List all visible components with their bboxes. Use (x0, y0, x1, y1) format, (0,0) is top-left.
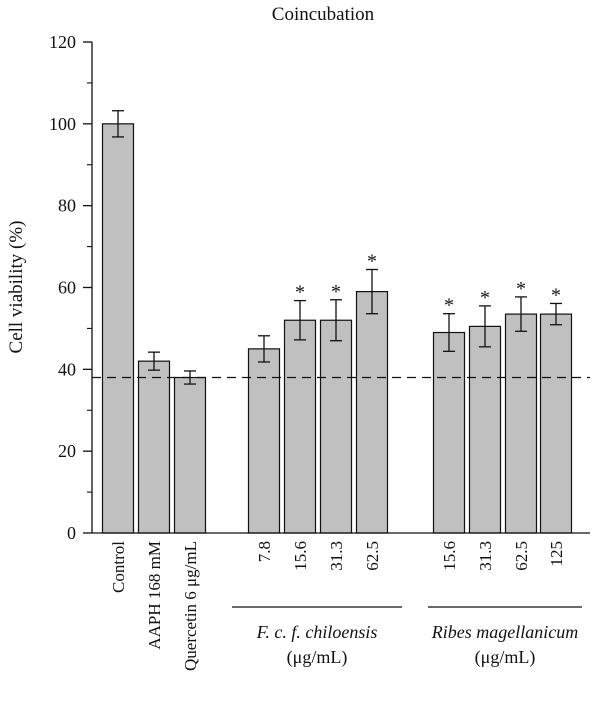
group-unit-label: (μg/mL) (475, 647, 536, 668)
y-tick-label: 40 (58, 359, 76, 379)
x-axis-labels: Control AAPH 168 mM Quercetin 6 μg/mL 7.8 15… (109, 541, 566, 671)
x-tick-label: Control (109, 541, 128, 593)
y-tick-label: 80 (58, 196, 76, 216)
significance-marker: * (444, 295, 454, 317)
bar (504, 313, 538, 534)
x-tick-label: 31.3 (327, 541, 346, 571)
bar (137, 360, 171, 534)
y-axis: 0 20 40 60 80 100 120 (49, 32, 93, 543)
x-tick-label: 15.6 (440, 541, 459, 571)
y-tick-label: 100 (49, 114, 76, 134)
x-tick-label: 31.3 (476, 541, 495, 571)
y-tick-label: 20 (58, 441, 76, 461)
chart-title: Coincubation (272, 4, 375, 25)
group-label: F. c. f. chiloensis (256, 622, 378, 642)
x-tick-label: 62.5 (512, 541, 531, 571)
significance-marker: * (480, 287, 490, 309)
x-tick-label: AAPH 168 mM (145, 541, 164, 650)
group-labels: F. c. f. chiloensis (μg/mL) Ribes magellan… (232, 606, 582, 668)
bars: * * * * * * * (92, 110, 590, 534)
bar (247, 348, 281, 534)
y-tick-label: 120 (49, 32, 76, 52)
bar (539, 313, 573, 534)
bar (468, 325, 502, 534)
x-tick-label: 62.5 (363, 541, 382, 571)
significance-marker: * (516, 278, 526, 300)
significance-marker: * (295, 282, 305, 304)
x-tick-label: 15.6 (291, 541, 310, 571)
bar (432, 331, 466, 534)
x-tick-label: 7.8 (255, 541, 274, 562)
significance-marker: * (331, 281, 341, 303)
bar (283, 319, 317, 534)
y-tick-label: 0 (67, 523, 76, 543)
bar (173, 376, 207, 534)
bar (355, 290, 389, 534)
y-axis-title: Cell viability (%) (6, 221, 27, 354)
x-tick-label: Quercetin 6 μg/mL (181, 541, 200, 671)
significance-marker: * (551, 284, 561, 306)
x-tick-label: 125 (547, 541, 566, 567)
bar (319, 319, 353, 534)
bar (101, 123, 135, 534)
y-tick-label: 60 (58, 278, 76, 298)
group-unit-label: (μg/mL) (287, 647, 348, 668)
group-label: Ribes magellanicum (431, 622, 578, 642)
significance-marker: * (367, 250, 377, 272)
